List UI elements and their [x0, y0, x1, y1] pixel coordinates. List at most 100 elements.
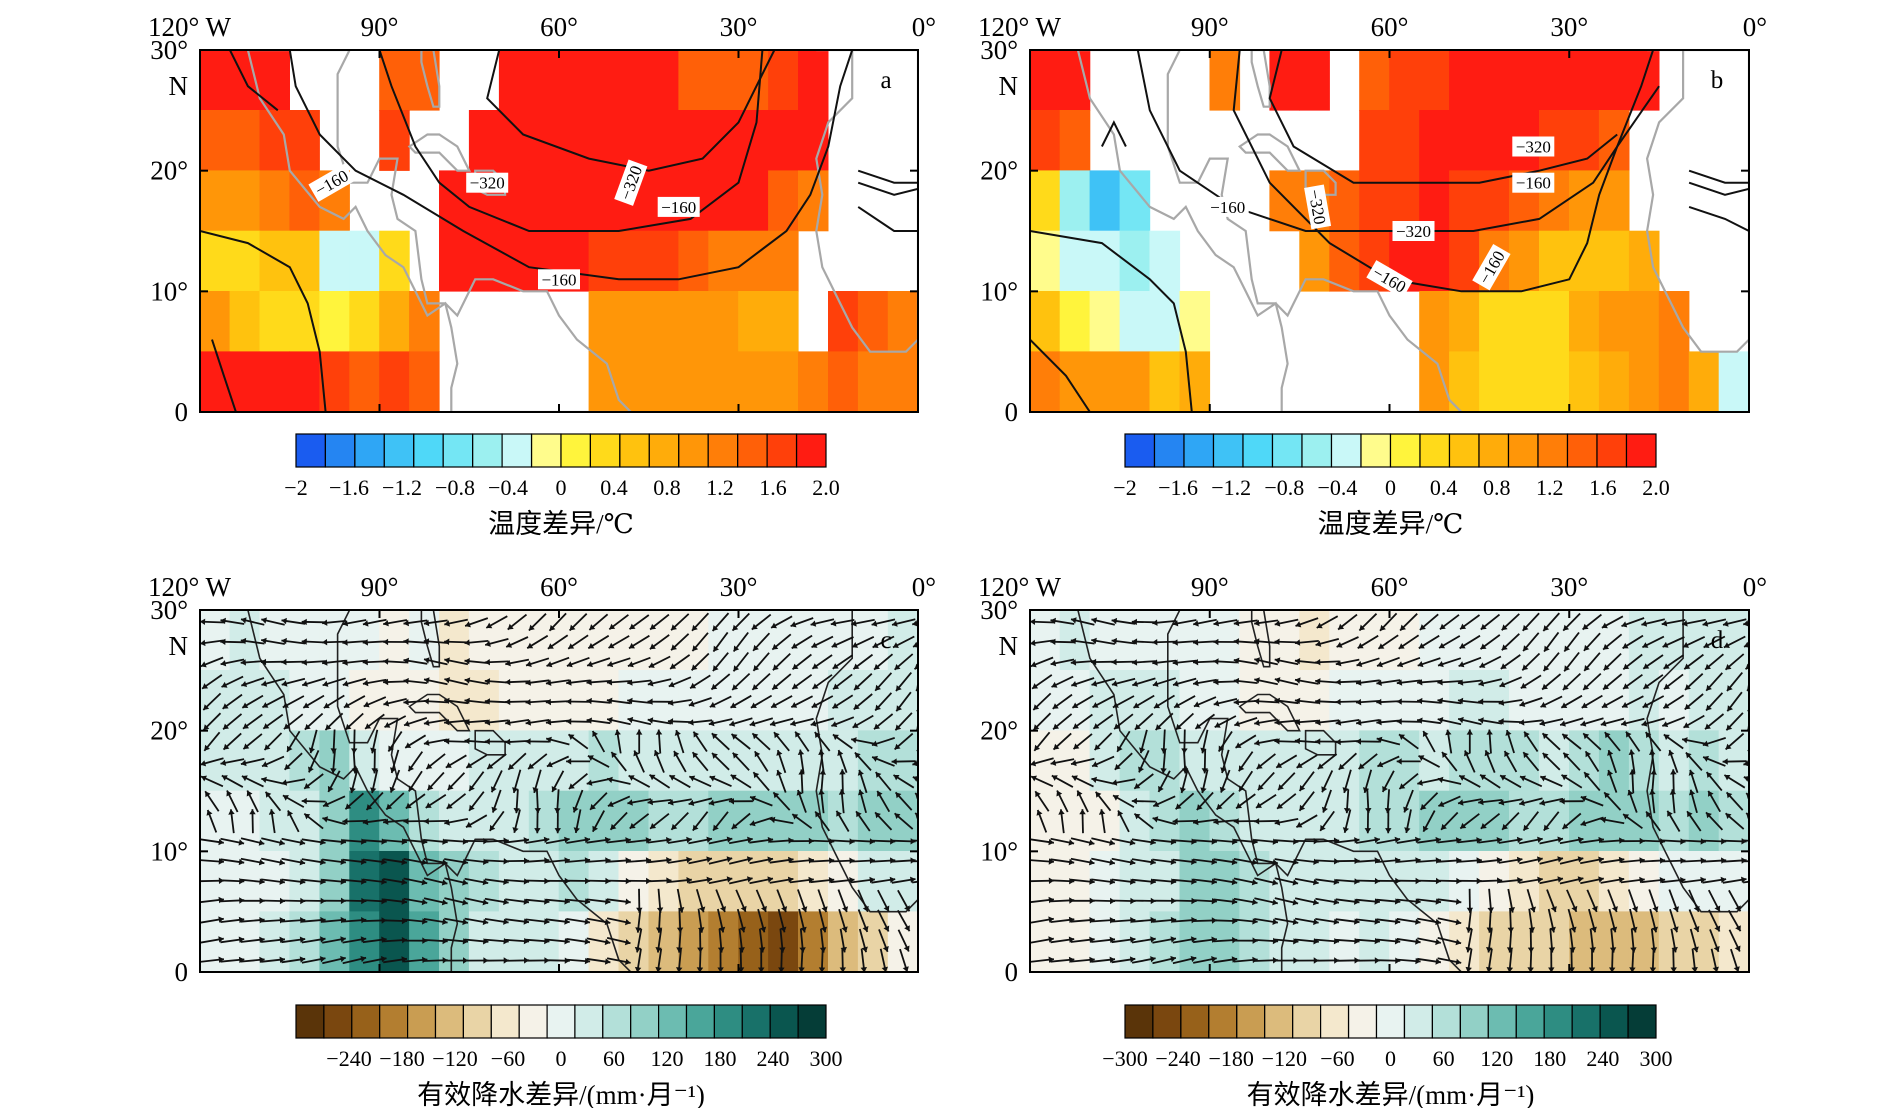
colorbar-tick-label: 180 — [1533, 1046, 1566, 1071]
wind-arrow — [1440, 811, 1459, 831]
heat-cell — [259, 351, 290, 412]
wind-arrow — [1722, 876, 1747, 884]
wind-arrow — [1215, 792, 1235, 811]
wind-arrow — [1519, 797, 1543, 806]
wind-arrow — [301, 838, 326, 846]
heat-cell — [1059, 351, 1091, 412]
contour-line — [857, 181, 918, 196]
colorbar-tick-label: −240 — [1155, 1046, 1200, 1071]
wind-arrow — [606, 957, 631, 965]
heat-cell — [1299, 50, 1330, 111]
wind-arrow — [1355, 679, 1380, 686]
wind-arrow — [871, 876, 896, 884]
wind-arrow — [383, 638, 408, 646]
wind-arrow — [1416, 717, 1442, 725]
wind-arrow — [791, 653, 812, 671]
heat-cell — [1089, 351, 1121, 412]
wind-arrow — [383, 838, 408, 845]
heat-cell — [1179, 351, 1211, 412]
wind-arrow — [1541, 673, 1562, 691]
colorbar-swatch — [383, 433, 415, 468]
wind-arrow — [586, 857, 611, 864]
wind-arrow — [342, 878, 367, 885]
wind-arrow — [634, 948, 642, 972]
wind-arrow — [261, 695, 285, 709]
heat-cell — [768, 230, 799, 292]
colorbar: −240 −180 −120 −60 0 60 120 180 240 300有效降水差异/(mm… — [295, 1004, 843, 1108]
wind-arrow — [673, 750, 687, 773]
wind-arrow — [1050, 858, 1075, 866]
heat-cell — [1628, 230, 1660, 292]
wind-arrow — [1437, 917, 1462, 926]
wind-arrow — [1457, 837, 1482, 844]
heat-cell — [1628, 50, 1660, 111]
heat-cell — [468, 110, 500, 171]
heat-cell — [200, 291, 231, 352]
wind-arrow — [838, 908, 848, 933]
wind-arrow — [1356, 657, 1380, 667]
heat-cell — [1329, 730, 1360, 792]
wind-arrow — [222, 713, 243, 730]
contour-line — [211, 339, 237, 412]
colorbar-swatch — [1208, 1004, 1238, 1039]
wind-arrow — [730, 694, 752, 709]
wind-arrow — [851, 635, 875, 648]
colorbar-swatch — [1271, 433, 1303, 468]
wind-arrow — [1238, 770, 1254, 792]
wind-arrow — [649, 634, 670, 650]
wind-arrow — [1441, 751, 1458, 772]
heat-cell — [887, 911, 918, 972]
wind-arrow — [709, 695, 732, 708]
wind-arrow — [484, 678, 509, 685]
heat-cell — [409, 730, 440, 792]
wind-arrow — [586, 898, 611, 905]
wind-arrow — [1030, 775, 1054, 788]
wind-arrow — [206, 809, 218, 833]
wind-arrow — [709, 775, 732, 788]
wind-arrow — [1396, 698, 1421, 705]
wind-arrow — [1518, 836, 1543, 845]
wind-arrow — [1030, 656, 1054, 668]
wind-arrow — [1641, 717, 1665, 727]
x-tick-label: 60° — [540, 12, 578, 42]
wind-arrow — [818, 749, 825, 774]
wind-arrow — [1705, 692, 1724, 712]
wind-arrow — [1621, 695, 1644, 708]
colorbar-swatch — [574, 1004, 604, 1039]
wind-arrow — [1743, 620, 1749, 627]
wind-arrow — [1192, 858, 1218, 865]
wind-arrow — [1213, 898, 1238, 905]
wind-arrow — [831, 636, 854, 648]
wind-arrow — [776, 749, 787, 774]
wind-arrow — [1274, 719, 1299, 726]
x-tick-label: 120° W — [978, 12, 1062, 42]
wind-arrow — [1091, 956, 1116, 963]
wind-arrow — [301, 618, 326, 626]
coastline — [246, 50, 633, 412]
wind-arrow — [1465, 928, 1473, 953]
wind-arrow — [200, 656, 224, 668]
wind-arrow — [1254, 838, 1279, 845]
wind-arrow — [566, 918, 591, 925]
x-tick-label: 90° — [361, 572, 399, 602]
colorbar-swatch — [795, 433, 827, 468]
heat-cell — [678, 351, 709, 412]
heat-cell — [229, 110, 261, 171]
wind-arrow — [1355, 738, 1380, 745]
wind-arrow — [1649, 789, 1656, 814]
colorbar-swatch — [472, 433, 503, 468]
wind-arrow — [1417, 778, 1441, 786]
wind-arrow — [505, 678, 530, 686]
wind-arrow — [1688, 769, 1699, 794]
wind-arrow — [893, 774, 915, 789]
wind-arrow — [1030, 896, 1055, 904]
coastline — [408, 693, 471, 732]
wind-arrow — [1172, 659, 1197, 666]
wind-arrow — [1584, 750, 1600, 772]
wind-arrow — [512, 769, 522, 794]
wind-arrow — [1459, 634, 1481, 650]
wind-arrow — [897, 909, 911, 932]
wind-arrow — [362, 878, 387, 885]
wind-arrow — [832, 673, 853, 690]
wind-arrow — [1254, 918, 1279, 925]
